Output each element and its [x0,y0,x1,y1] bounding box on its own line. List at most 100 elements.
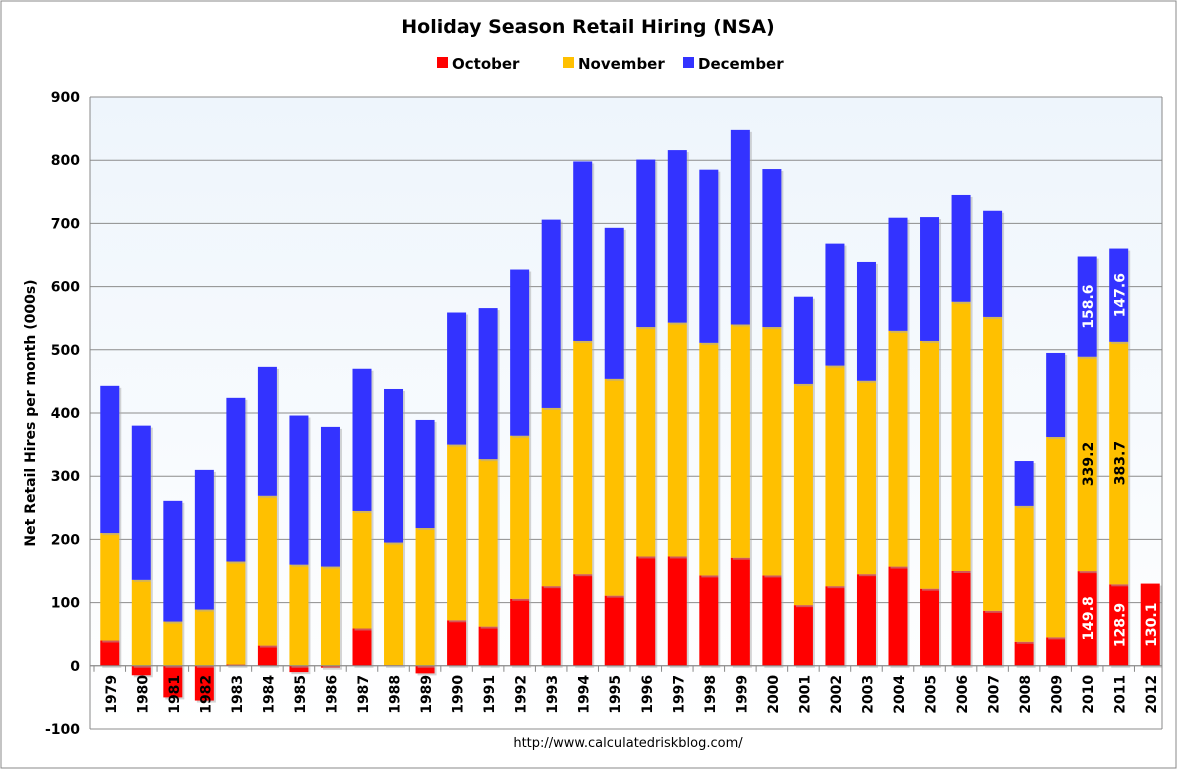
bar-december-2008 [1014,461,1034,506]
x-tick-label: 2003 [860,675,876,714]
data-label: 147.6 [1113,273,1129,317]
bar-november-1981 [163,621,183,666]
bar-november-1990 [447,444,467,621]
bar-december-1989 [415,419,435,529]
bar-october-1987 [352,628,372,666]
bar-december-1981 [163,500,183,622]
x-tick-label: 1994 [577,675,593,714]
source-url: http://www.calculatedriskblog.com/ [513,736,743,751]
bar-december-1986 [320,426,340,567]
x-tick-label: 2006 [955,675,971,714]
y-tick-label: 400 [51,406,80,422]
bar-november-1989 [415,528,435,666]
x-tick-label: 2002 [829,675,845,714]
y-tick-label: 300 [51,469,80,485]
bar-shadow [386,667,406,668]
data-label: 128.9 [1113,603,1129,647]
legend-label-november: November [578,55,665,73]
bar-december-2007 [983,210,1003,317]
bar-november-1997 [667,322,687,557]
x-tick-label: 1983 [230,675,246,714]
bar-october-2004 [888,566,908,666]
bar-october-2001 [793,605,813,666]
bar-december-1979 [100,385,120,534]
bar-november-1991 [478,459,498,627]
x-tick-label: 1986 [324,675,340,714]
y-tick-label: 0 [70,659,80,675]
x-tick-label: 2004 [892,675,908,714]
bar-october-2005 [920,588,940,666]
bar-november-2010 [1077,356,1097,572]
bar-december-1997 [667,150,687,323]
legend-swatch-november [563,57,574,68]
bar-december-1993 [541,219,561,408]
bar-november-1987 [352,510,372,629]
x-tick-label: 1991 [482,675,498,714]
data-label: 383.7 [1113,441,1129,485]
x-tick-label: 1990 [451,675,467,714]
bar-october-1993 [541,586,561,666]
bar-december-1994 [573,161,593,341]
bar-december-1982 [194,469,214,610]
data-label: 130.1 [1144,603,1160,647]
y-tick-label: 100 [51,596,80,612]
bar-shadow [228,666,248,668]
x-tick-label: 1993 [545,675,561,714]
bar-october-1982 [194,665,214,701]
x-tick-label: 1989 [419,675,435,714]
bar-november-1992 [510,435,530,599]
bar-october-1999 [730,557,750,666]
x-tick-label: 2000 [766,675,782,714]
bar-november-2003 [856,380,876,575]
bar-december-2006 [951,194,971,302]
bar-december-1988 [384,388,404,543]
bar-december-2001 [793,296,813,384]
bar-november-1986 [320,566,340,666]
x-tick-label: 1999 [734,675,750,714]
axes: -100 0 100 200 300 400 500 600 700 800 900 1979 1980… [45,90,1163,738]
bar-october-1985 [289,665,309,673]
y-axis-label: Net Retail Hires per month (000s) [23,279,39,546]
y-tick-label: 200 [51,532,80,548]
bar-october-1980 [131,665,151,676]
y-tick-label: 500 [51,343,80,359]
x-tick-label: 2008 [1018,675,1034,714]
bar-november-2000 [762,327,782,576]
bar-november-1994 [573,340,593,575]
bar-december-2003 [856,261,876,381]
bar-november-1995 [604,378,624,596]
bar-december-1999 [730,129,750,325]
y-tick-label: -100 [45,722,80,738]
bar-december-1992 [510,269,530,436]
bar-november-1982 [194,609,214,666]
bar-december-1998 [699,169,719,343]
bar-october-1997 [667,556,687,666]
bar-october-1990 [447,620,467,666]
bar-october-1996 [636,556,656,666]
legend-label-december: December [698,55,784,73]
data-label: 339.2 [1081,442,1097,486]
bar-november-2005 [920,340,940,589]
bar-november-1996 [636,327,656,557]
bar-november-1993 [541,407,561,587]
chart-title: Holiday Season Retail Hiring (NSA) [401,16,774,38]
y-tick-label: 900 [51,90,80,106]
bar-november-2002 [825,365,845,587]
bar-december-2000 [762,169,782,328]
y-tick-label: 800 [51,153,80,169]
y-tick-label: 600 [51,280,80,296]
bars: 149.8 339.2 158.6 128.9 383.7 147.6 130.1 [100,129,1162,703]
bar-november-2008 [1014,505,1034,642]
x-tick-label: 1988 [388,675,404,714]
bar-october-1979 [100,640,120,666]
bar-october-2011 [1109,584,1129,666]
bar-october-2008 [1014,641,1034,666]
bar-december-1983 [226,397,246,562]
bar-december-2005 [920,217,940,341]
bar-october-2002 [825,586,845,666]
bar-october-1992 [510,598,530,666]
bar-october-1981 [163,665,183,698]
legend-swatch-december [683,57,694,68]
bar-november-1979 [100,533,120,641]
